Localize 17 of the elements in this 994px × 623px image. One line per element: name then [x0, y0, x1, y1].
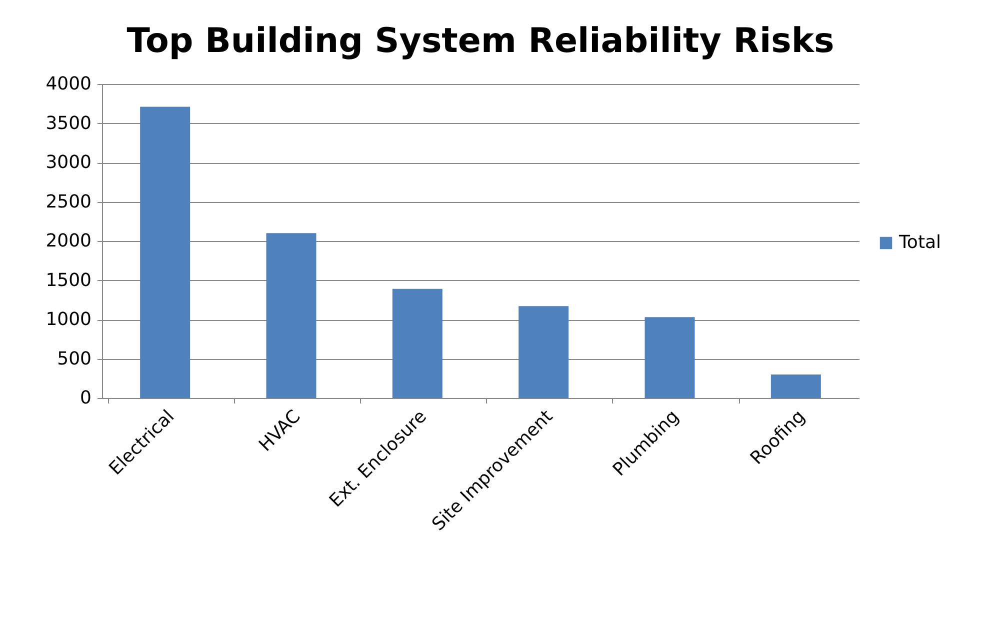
- bar: [392, 288, 442, 398]
- y-tick-label: 4000: [46, 74, 92, 94]
- y-tick-label: 1500: [46, 270, 92, 291]
- bar: [770, 374, 821, 398]
- bar: [644, 317, 695, 398]
- y-tick-label: 1000: [46, 309, 92, 330]
- chart-title: Top Building System Reliability Risks: [126, 21, 834, 61]
- y-tick-label: 500: [57, 348, 92, 370]
- bar: [140, 106, 190, 398]
- legend-label: Total: [898, 232, 942, 253]
- y-tick-label: 0: [80, 388, 92, 408]
- y-tick-label: 3500: [46, 112, 92, 134]
- y-tick-label: 2000: [46, 230, 92, 252]
- bar: [518, 306, 569, 398]
- bar: [266, 233, 316, 398]
- y-tick-label: 3000: [46, 152, 92, 173]
- y-tick-label: 2500: [46, 191, 92, 212]
